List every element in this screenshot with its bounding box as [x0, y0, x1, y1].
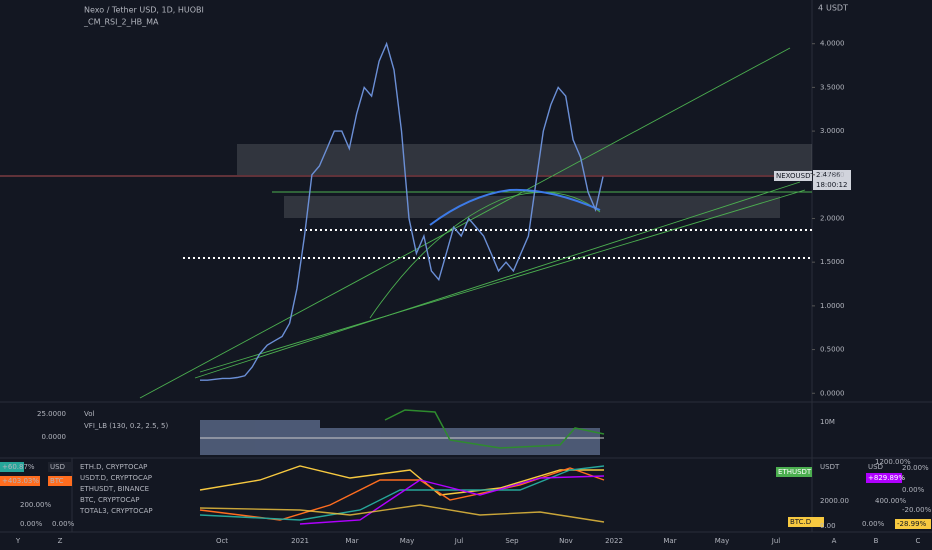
- price-tick-label: 1.0000: [820, 302, 845, 310]
- right-scale-label: 1200.00%: [875, 458, 911, 466]
- label-tag: [48, 462, 72, 472]
- right-scale-label: 0.00%: [902, 486, 925, 494]
- label-tag: [0, 462, 24, 472]
- label-tag: [788, 517, 824, 527]
- time-tick-label: Sep: [505, 537, 519, 545]
- label-tag: [48, 476, 72, 486]
- countdown: 18:00:12: [816, 181, 847, 189]
- price-tick-label: 1.5000: [820, 258, 845, 266]
- right-scale-label: -28.99%: [897, 520, 927, 528]
- vfi-line: [384, 409, 605, 449]
- right-scale-label: 400.00%: [875, 497, 906, 505]
- indicator-title: _CM_RSI_2_HB_MA: [83, 18, 159, 27]
- trend-line: [139, 47, 791, 399]
- zone: [237, 144, 812, 175]
- legend-entry: USDT.D, CRYPTOCAP: [80, 474, 152, 482]
- price-line-series: [200, 41, 604, 381]
- compare-line: [199, 465, 605, 521]
- price-tick-label: 4.0000: [820, 40, 845, 48]
- symbol-tag: [774, 171, 812, 181]
- right-scale-label: 0.00%: [862, 520, 885, 528]
- time-tick-label: May: [715, 537, 729, 545]
- price-tag-text: 2.4786: [816, 171, 841, 179]
- left-scale-label: USD: [50, 463, 65, 471]
- moving-average: [369, 191, 601, 319]
- time-tick-label: 2021: [291, 537, 309, 545]
- scale-number: 4: [818, 4, 823, 13]
- left-scale-label: +60.87%: [2, 463, 35, 471]
- symbol-title: Nexo / Tether USD, 1D, HUOBI: [84, 6, 204, 15]
- left-scale-label: 0.00%: [52, 520, 75, 528]
- label-tag: [0, 476, 40, 486]
- currency: USDT: [826, 4, 848, 13]
- axis-label: 10M: [820, 418, 835, 426]
- time-tick-label: 2022: [605, 537, 623, 545]
- time-tick-label: Nov: [559, 537, 573, 545]
- compare-line: [299, 475, 605, 525]
- label-tag: [895, 519, 931, 529]
- right-scale-label: -20.00%: [902, 506, 932, 514]
- compare-line: [199, 504, 605, 523]
- time-tick-label: May: [400, 537, 414, 545]
- left-scale-label: 200.00%: [20, 501, 51, 509]
- moving-average: [429, 188, 601, 226]
- right-scale-label: USDT: [820, 463, 840, 471]
- label-tag: [776, 467, 812, 477]
- legend-entry: ETHUSDT, BINANCE: [80, 485, 149, 493]
- corner-button[interactable]: Y: [15, 537, 21, 545]
- corner-button[interactable]: Z: [58, 537, 63, 545]
- price-tick-label: 3.0000: [820, 127, 845, 135]
- legend-entry: BTC, CRYPTOCAP: [80, 496, 140, 504]
- time-tick-label: Jul: [771, 537, 781, 545]
- right-scale-label: ETHUSDT: [778, 468, 812, 476]
- time-tick-label: Oct: [216, 537, 228, 545]
- corner-button[interactable]: C: [916, 537, 921, 545]
- time-tick-label: Mar: [663, 537, 676, 545]
- left-scale-label: +403.03%: [2, 477, 39, 485]
- corner-button[interactable]: A: [832, 537, 837, 545]
- legend-entry: TOTAL3, CRYPTOCAP: [79, 507, 153, 515]
- right-scale-label: 0.00: [820, 522, 836, 530]
- trend-line: [199, 189, 806, 373]
- right-scale-label: 20.00%: [902, 464, 929, 472]
- left-scale-label: BTC: [50, 477, 64, 485]
- pane-indicator: VFI_LB (130, 0.2, 2.5, 5): [84, 422, 168, 430]
- right-scale-label: +829.89%: [868, 474, 905, 482]
- corner-button[interactable]: B: [874, 537, 879, 545]
- left-scale-label: 0.00%: [20, 520, 43, 528]
- axis-label: 0.0000: [42, 433, 67, 441]
- price-tick-label: 3.5000: [820, 83, 845, 91]
- right-scale-label: BTC.D: [790, 518, 811, 526]
- price-tick-label: 2.5000: [820, 171, 845, 179]
- price-tick-label: 0.5000: [820, 346, 845, 354]
- compare-line: [199, 465, 604, 496]
- time-tick-label: Mar: [345, 537, 358, 545]
- price-tick-label: 0.0000: [820, 389, 845, 397]
- right-scale-label: 2000.00: [820, 497, 849, 505]
- trend-line: [194, 181, 801, 379]
- legend-entry: ETH.D, CRYPTOCAP: [80, 463, 147, 471]
- price-tag: [813, 170, 851, 190]
- right-scale-label: USD: [868, 463, 883, 471]
- label-tag: [866, 473, 902, 483]
- symbol-tag-text: NEXOUSDT: [776, 172, 815, 180]
- time-tick-label: Jul: [454, 537, 464, 545]
- pane-title: Vol: [84, 410, 95, 418]
- price-tick-label: 2.0000: [820, 214, 845, 222]
- axis-label: 25.0000: [37, 410, 66, 418]
